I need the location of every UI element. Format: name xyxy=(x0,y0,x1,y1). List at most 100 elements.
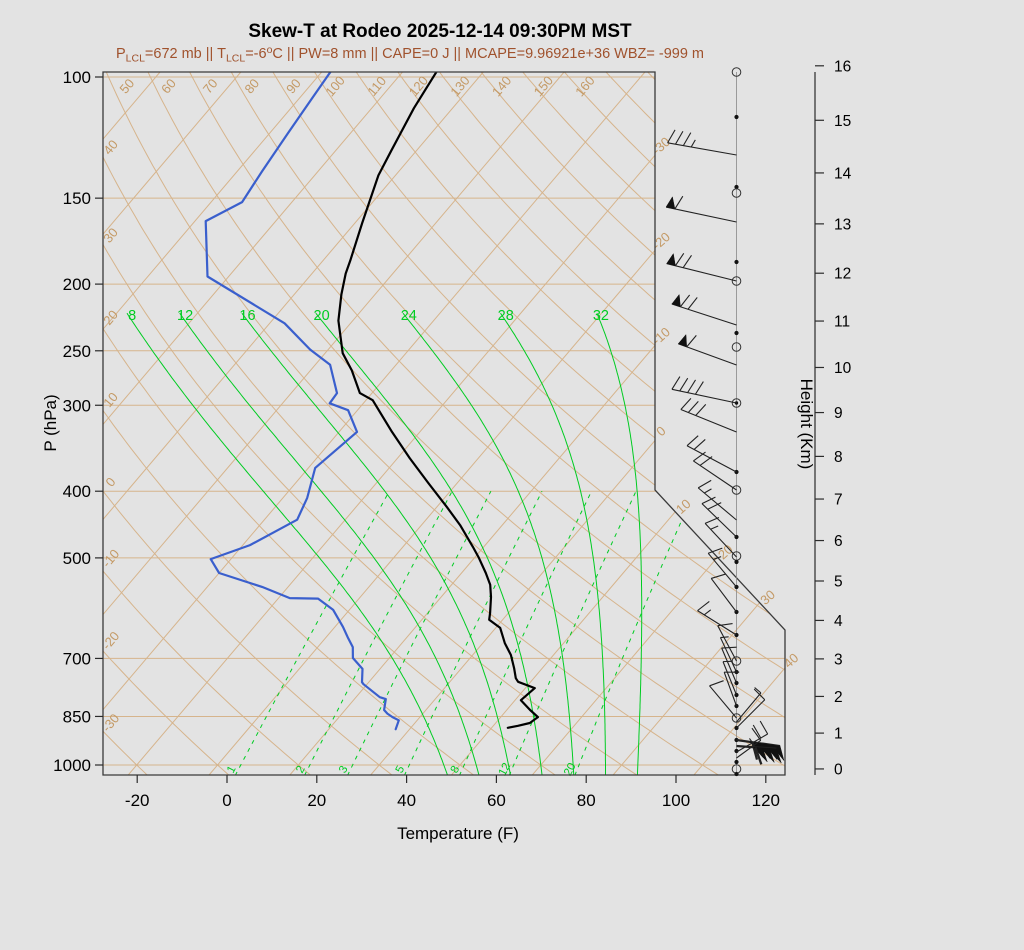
height-axis-title: Height (Km) xyxy=(797,379,816,470)
height-tick-label: 8 xyxy=(834,449,843,466)
wind-barb-staff xyxy=(693,460,737,491)
wind-barb-full xyxy=(711,573,726,579)
isotherm-line xyxy=(208,72,785,775)
wind-barb xyxy=(704,516,737,558)
wind-barb-full xyxy=(759,720,769,735)
wind-level-circle xyxy=(731,188,742,198)
pressure-axis-title: P (hPa) xyxy=(41,394,60,451)
wind-barb-staff xyxy=(671,303,737,326)
wind-barb-half xyxy=(720,636,729,639)
isotherm-line xyxy=(103,72,161,775)
height-tick-label: 15 xyxy=(834,113,851,130)
dry-adiabat-line xyxy=(105,72,785,775)
isotherm-line xyxy=(103,72,403,775)
wind-barb xyxy=(667,129,737,156)
wind-barb-pennant xyxy=(677,333,687,348)
wind-level-dot xyxy=(734,114,739,120)
wind-barb-full xyxy=(671,376,681,390)
isotherm-line xyxy=(612,72,785,775)
wind-barb xyxy=(721,646,738,684)
chart-subtitle: PLCL​=672 mb || TLCL​=-6o​C || PW=8 mm |… xyxy=(116,44,704,65)
pressure-tick-label: 1000 xyxy=(53,756,91,775)
wind-barb-full xyxy=(751,741,759,760)
wind-level-circle xyxy=(731,713,742,723)
isotherm-line xyxy=(0,72,79,775)
plot-border xyxy=(102,71,786,776)
pressure-tick-label: 150 xyxy=(63,189,91,208)
dry-adiabat-line xyxy=(103,72,558,775)
moist-adiabat-label: 8 xyxy=(128,308,136,324)
moist-adiabat-line xyxy=(315,312,543,775)
wind-barb-staff xyxy=(710,578,737,613)
pressure-tick-label: 250 xyxy=(63,342,91,361)
wind-barb xyxy=(666,252,737,282)
dry-adiabat-line xyxy=(688,72,785,775)
height-tick-label: 2 xyxy=(834,689,843,706)
wind-barb-full xyxy=(708,547,723,554)
height-tick-label: 14 xyxy=(834,165,852,182)
wind-level-dot xyxy=(734,771,739,777)
pressure-tick-label: 100 xyxy=(63,68,91,87)
moist-adiabat-label: 12 xyxy=(177,308,193,324)
wind-barb-full xyxy=(704,516,720,524)
dry-adiabat-line xyxy=(103,72,477,775)
height-tick-label: 13 xyxy=(834,216,851,233)
isotherm-line xyxy=(693,72,785,775)
temperature-tick-label: 100 xyxy=(662,791,690,810)
wind-barb-full xyxy=(707,502,722,510)
moist-adiabat-line xyxy=(500,312,606,775)
wind-barb-full xyxy=(694,381,704,395)
wind-barb-full xyxy=(709,680,724,687)
moist-adiabat-label: 24 xyxy=(401,308,417,324)
wind-barb xyxy=(697,600,737,636)
wind-barb xyxy=(719,636,737,673)
isotherm-line xyxy=(531,72,785,775)
height-tick-label: 4 xyxy=(834,613,843,630)
dry-adiabat-line xyxy=(189,72,785,775)
wind-barb-full xyxy=(693,451,706,462)
isotherm-line xyxy=(103,72,323,775)
dry-adiabat-label: 0 xyxy=(102,474,118,489)
wind-barb xyxy=(722,660,738,696)
wind-barb-half xyxy=(710,525,719,530)
dewpoint-curve xyxy=(204,72,400,731)
dry-adiabat-line xyxy=(103,72,313,775)
wind-barb-full xyxy=(674,253,685,267)
moist-adiabat-label: 20 xyxy=(314,308,330,324)
isotherm-label: 30 xyxy=(757,587,778,608)
wind-barb-staff xyxy=(671,388,737,404)
wind-level-dot xyxy=(734,748,739,754)
temperature-axis-title: Temperature (F) xyxy=(397,824,519,843)
moist-adiabat-line xyxy=(241,312,512,775)
wind-barb-staff xyxy=(709,685,737,719)
wind-barb-full xyxy=(687,379,697,393)
wind-barb xyxy=(723,671,740,707)
mixing-ratio-label: 3 xyxy=(337,764,351,775)
mixing-ratio-line xyxy=(403,490,543,775)
height-tick-label: 1 xyxy=(834,726,843,743)
wind-level-dot xyxy=(734,559,739,565)
dry-adiabat-line xyxy=(730,72,785,775)
wind-barb-full xyxy=(717,623,733,627)
wind-barb-staff xyxy=(717,625,737,662)
wind-barb-full xyxy=(697,479,712,489)
wind-level-circle xyxy=(731,67,742,77)
wind-level-circle xyxy=(731,276,742,286)
wind-barb-staff xyxy=(721,647,738,684)
dry-adiabat-line xyxy=(397,72,785,775)
height-tick-label: 7 xyxy=(834,492,843,509)
wind-barb-staff xyxy=(678,343,737,366)
mixing-ratio-label: 20 xyxy=(562,761,579,778)
isotherm-line xyxy=(103,72,484,775)
pressure-tick-label: 200 xyxy=(63,275,91,294)
wind-barb-half xyxy=(713,556,722,560)
wind-barb-full xyxy=(682,132,692,146)
pressure-tick-label: 700 xyxy=(63,649,91,668)
wind-barb xyxy=(677,333,737,366)
dry-adiabat-label: 50 xyxy=(116,76,137,97)
temperature-tick-label: 120 xyxy=(752,791,780,810)
pressure-tick-label: 850 xyxy=(63,707,91,726)
wind-barb-full xyxy=(679,377,689,392)
